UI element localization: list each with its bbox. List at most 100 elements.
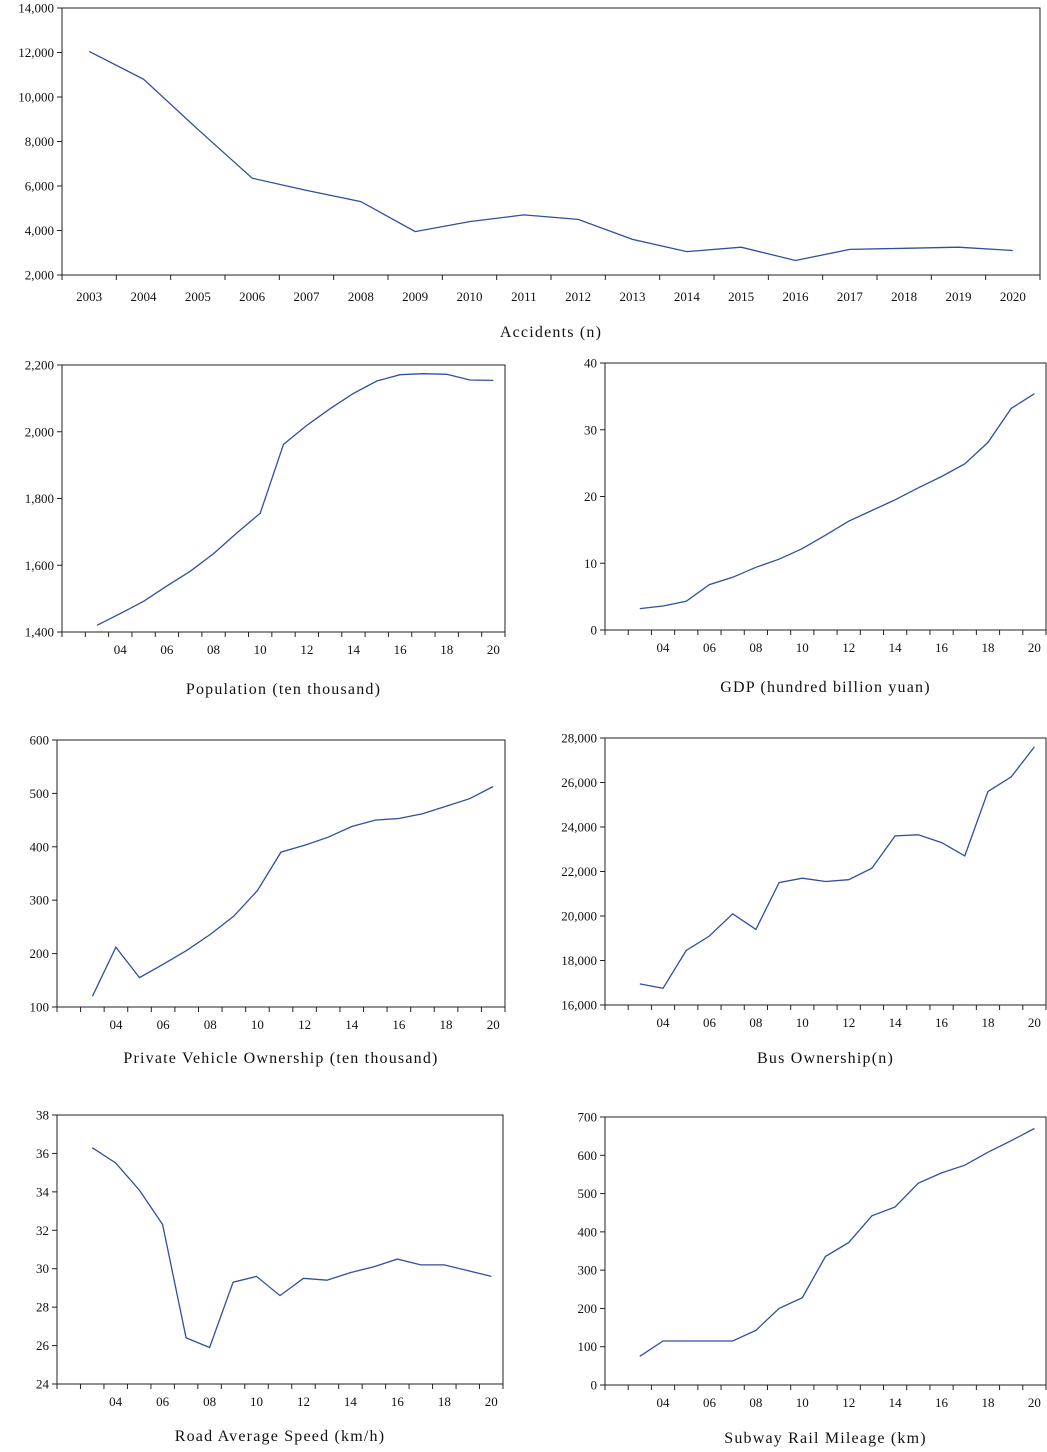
y-tick-label: 2,000 [25,268,54,283]
series-line [639,393,1035,610]
y-tick-label: 400 [578,1224,598,1239]
x-tick-label: 14 [889,1395,903,1410]
y-tick-label: 36 [36,1146,50,1161]
y-tick-label: 500 [578,1186,598,1201]
series-line [96,373,494,626]
series-line [91,1147,492,1349]
x-tick-label: 06 [157,1017,171,1032]
x-tick-label: 18 [440,642,453,657]
x-tick-label: 06 [156,1394,170,1409]
y-tick-label: 28 [36,1300,49,1315]
x-tick-label: 2010 [457,289,483,304]
x-tick-label: 2003 [76,289,102,304]
chart-7: 0 100 200 300 400 500 600 700 04 06 08 10 12 14 16 18 20… [578,1110,1047,1447]
y-tick-label: 200 [578,1301,598,1316]
x-tick-label: 2005 [185,289,211,304]
y-tick-label: 26,000 [561,775,597,790]
x-tick-label: 16 [935,1015,949,1030]
plot-frame [56,739,506,1008]
x-tick-label: 04 [114,642,128,657]
x-tick-label: 04 [657,1395,671,1410]
x-tick-label: 16 [935,1395,949,1410]
chart-1: 2,000 4,000 6,000 8,000 10,000 12,000 14,000 20… [18,1,1041,341]
x-tick-label: 18 [438,1394,451,1409]
x-tick-label: 20 [485,1394,498,1409]
y-tick-label: 20,000 [561,909,597,924]
y-tick-label: 500 [30,786,50,801]
x-tick-label: 20 [487,642,500,657]
x-tick-label: 12 [300,642,313,657]
y-tick-label: 12,000 [18,45,54,60]
y-tick-label: 4,000 [25,223,54,238]
x-tick-label: 04 [109,1017,123,1032]
y-tick-label: 24,000 [561,820,597,835]
plot-frame [61,7,1041,276]
x-tick-label: 14 [889,1015,903,1030]
x-tick-label: 12 [842,640,855,655]
x-tick-label: 08 [203,1394,216,1409]
y-tick-label: 600 [578,1148,598,1163]
x-tick-label: 2004 [131,289,158,304]
y-tick-label: 38 [36,1108,49,1123]
x-tick-label: 20 [1028,1395,1041,1410]
x-axis-title: Population (ten thousand) [186,681,381,698]
y-tick-label: 0 [591,1378,598,1393]
y-tick-label: 24 [36,1377,50,1392]
x-tick-label: 2007 [294,289,321,304]
y-tick-label: 400 [30,839,50,854]
x-tick-label: 06 [703,1395,717,1410]
x-tick-label: 12 [842,1015,855,1030]
x-axis-title: GDP (hundred billion yuan) [720,679,931,696]
x-tick-label: 10 [254,642,267,657]
y-tick-label: 26 [36,1338,50,1353]
plot-frame [604,1116,1047,1386]
series-line [639,1127,1035,1357]
x-tick-label: 2013 [620,289,646,304]
y-tick-label: 300 [578,1263,598,1278]
x-tick-label: 08 [207,642,220,657]
x-tick-label: 20 [1028,1015,1041,1030]
x-tick-label: 10 [250,1394,263,1409]
y-tick-label: 30 [36,1261,49,1276]
plot-frame [61,364,506,633]
x-axis-title: Accidents (n) [500,324,602,341]
x-tick-label: 2012 [565,289,591,304]
x-tick-label: 2015 [728,289,754,304]
x-tick-label: 2019 [946,289,972,304]
x-tick-label: 2014 [674,289,701,304]
x-tick-label: 06 [160,642,174,657]
y-tick-label: 300 [30,893,50,908]
series-line [91,785,494,997]
x-axis-title: Road Average Speed (km/h) [175,1428,386,1445]
x-tick-label: 2020 [1000,289,1026,304]
y-tick-label: 22,000 [561,864,597,879]
x-axis-title: Bus Ownership(n) [757,1050,894,1067]
chart-2: 1,400 1,600 1,800 2,000 2,200 04 06 08 10 12 14 16 1… [25,358,506,698]
x-tick-label: 16 [392,1017,406,1032]
x-tick-label: 04 [657,640,671,655]
x-tick-label: 10 [796,640,809,655]
x-axis-title: Subway Rail Mileage (km) [724,1430,927,1447]
x-tick-label: 18 [981,1015,994,1030]
x-tick-label: 2008 [348,289,374,304]
x-tick-label: 16 [391,1394,405,1409]
x-tick-label: 20 [487,1017,500,1032]
x-tick-label: 12 [842,1395,855,1410]
y-tick-label: 200 [30,946,50,961]
y-tick-label: 2,200 [25,358,54,373]
y-tick-label: 14,000 [18,1,54,16]
x-tick-label: 10 [251,1017,264,1032]
x-tick-label: 14 [889,640,903,655]
x-tick-label: 20 [1028,640,1041,655]
y-tick-label: 8,000 [25,134,54,149]
y-tick-label: 100 [578,1339,598,1354]
y-tick-label: 600 [30,733,50,748]
plot-frame [604,737,1047,1006]
chart-6: 24 26 28 30 32 34 36 38 04 06 08 10 12 14 16 18 20 Road A… [36,1108,504,1445]
plot-frame [604,362,1047,631]
x-tick-label: 2017 [837,289,864,304]
y-tick-label: 6,000 [25,179,54,194]
x-tick-label: 14 [344,1394,358,1409]
x-axis-title: Private Vehicle Ownership (ten thousand) [123,1050,438,1067]
